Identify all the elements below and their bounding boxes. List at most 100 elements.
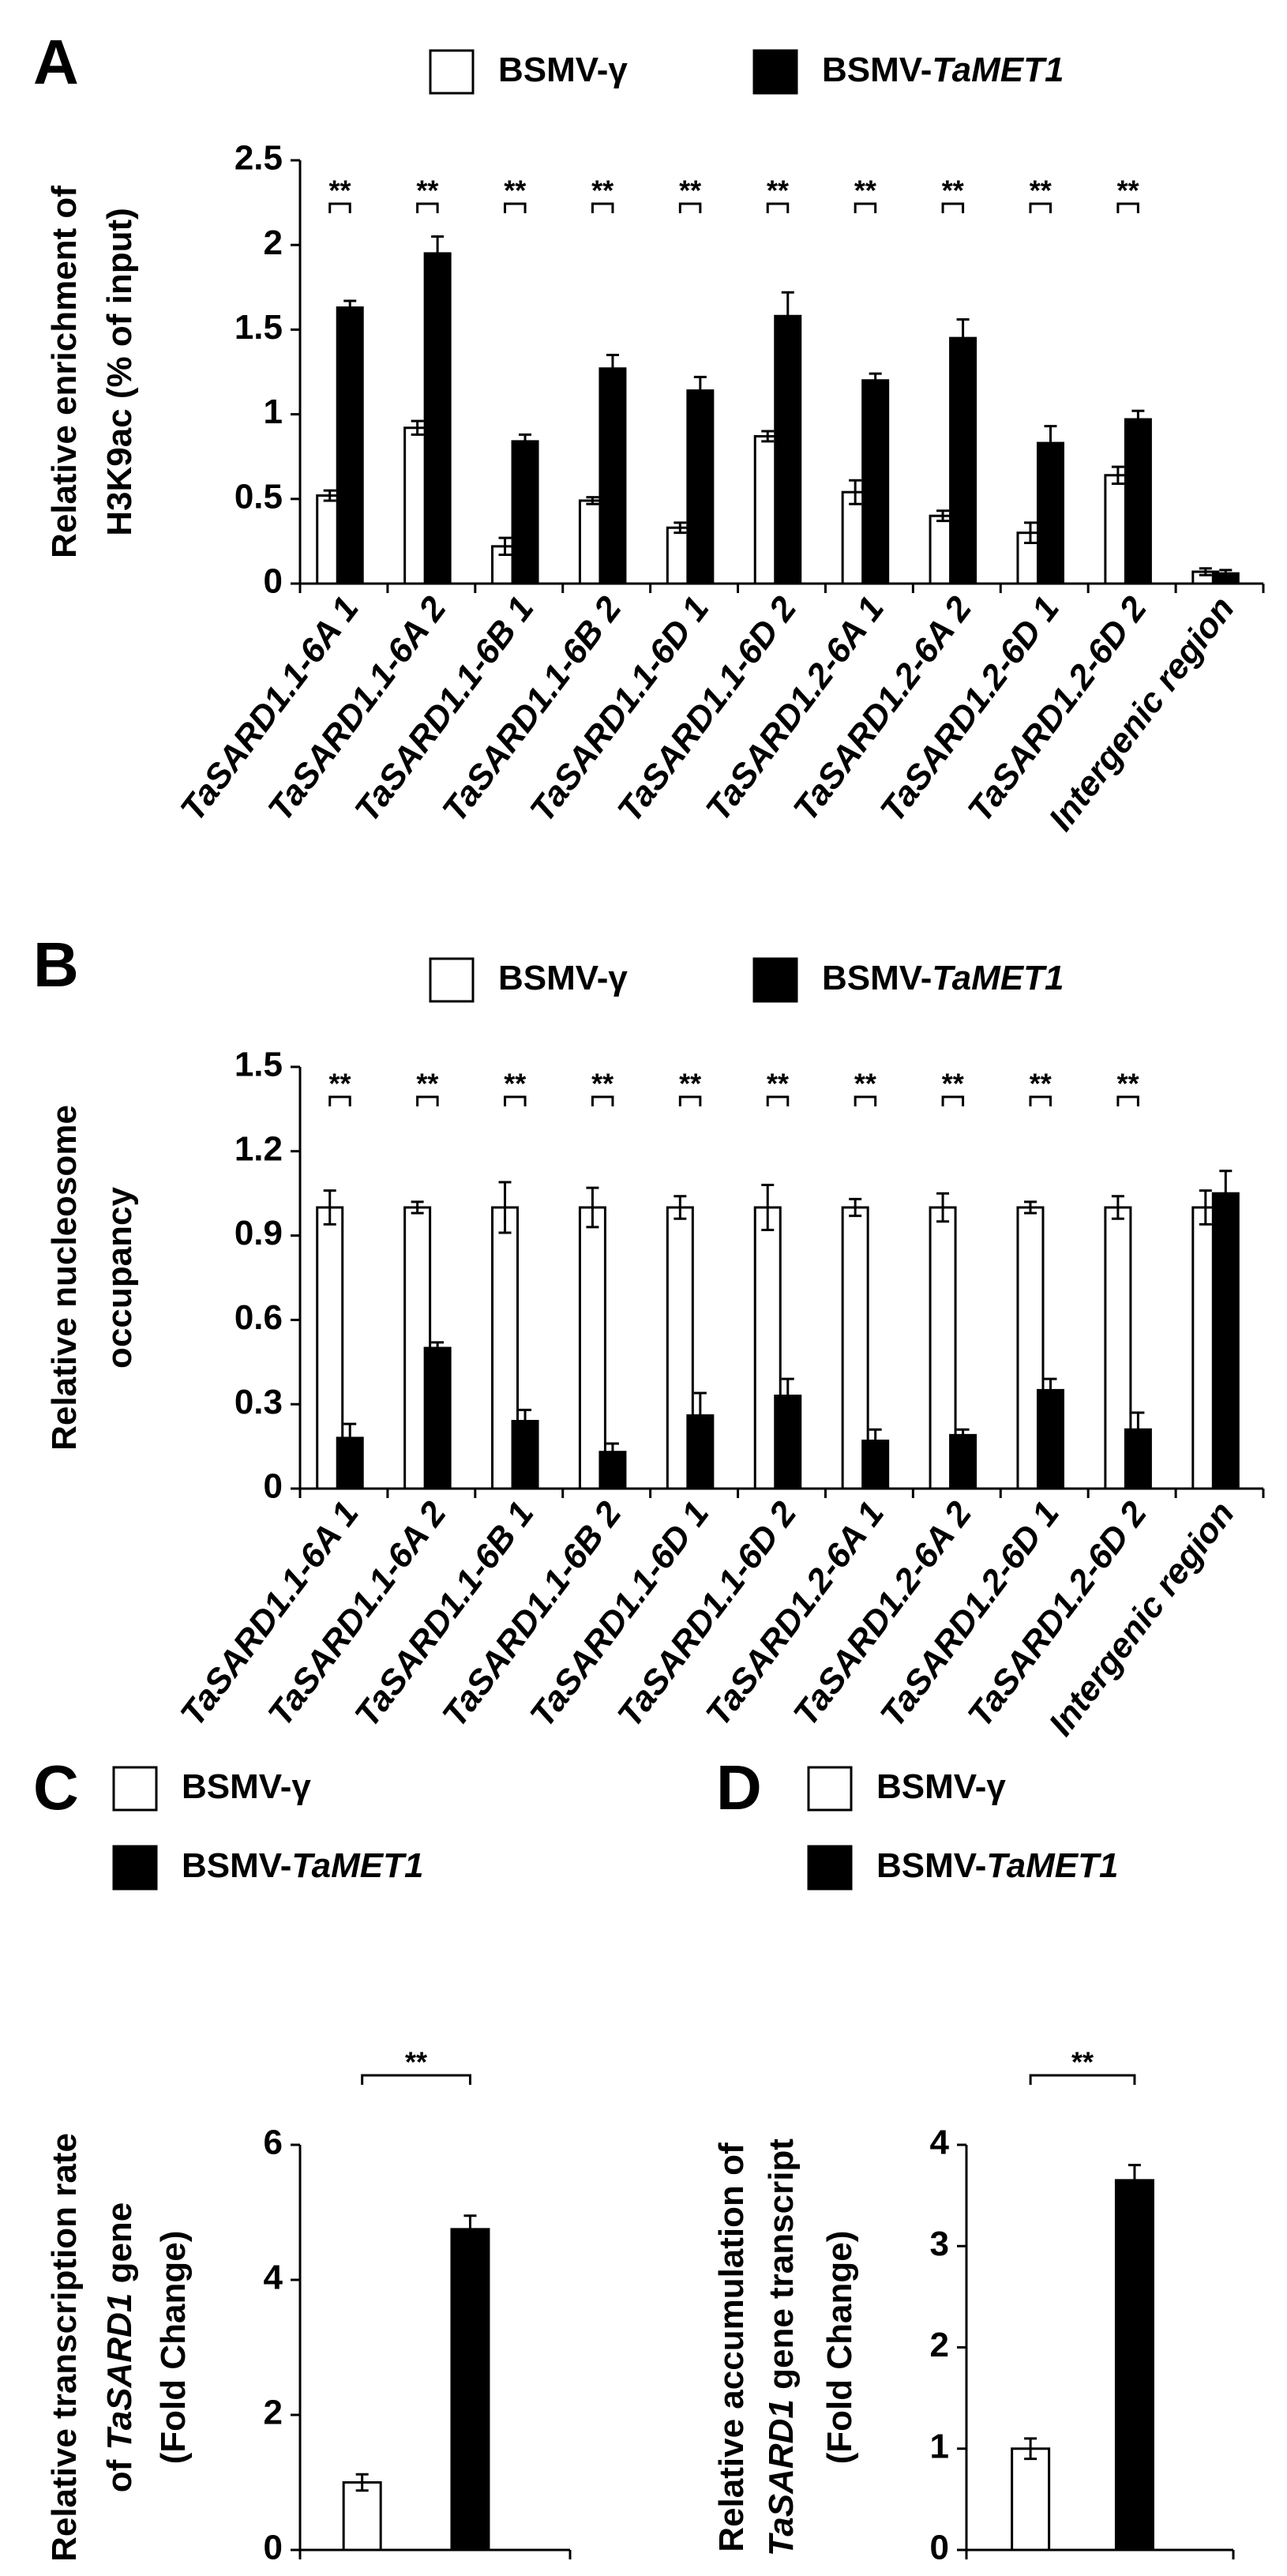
- legend-label: BSMV-TaMET1: [182, 1846, 423, 1885]
- legend-label: BSMV-TaMET1: [876, 1846, 1118, 1885]
- bar: [686, 1414, 715, 1490]
- significance-bracket: [678, 202, 702, 213]
- y-tick-label: 0.5: [235, 477, 283, 516]
- bar: [686, 389, 715, 585]
- bar: [774, 314, 802, 585]
- legend-swatch: [807, 1766, 853, 1812]
- error-bar: [355, 2473, 369, 2492]
- error-bar: [674, 1195, 687, 1220]
- error-bar: [1023, 521, 1037, 545]
- error-bar: [869, 1428, 882, 1454]
- y-axis-label: (Fold Change): [154, 2231, 193, 2465]
- significance-label: **: [504, 175, 526, 207]
- bar: [511, 440, 539, 585]
- error-bar: [343, 1422, 357, 1454]
- y-tick-label: 3: [930, 2225, 949, 2263]
- error-bar: [761, 1184, 775, 1231]
- error-bar: [1219, 1170, 1233, 1218]
- y-tick-label: 0: [930, 2529, 949, 2567]
- significance-label: **: [591, 175, 613, 207]
- y-tick-label: 2: [264, 2394, 283, 2432]
- error-bar: [1131, 409, 1145, 430]
- error-bar: [323, 489, 336, 502]
- error-bar: [781, 1377, 794, 1414]
- significance-bracket: [1029, 2074, 1136, 2085]
- y-axis-label: TaSARD1 gene transcript: [762, 2139, 801, 2556]
- error-bar: [1219, 569, 1233, 578]
- bar: [423, 1346, 452, 1490]
- significance-label: **: [405, 2046, 427, 2078]
- significance-bracket: [941, 1095, 965, 1106]
- error-bar: [1111, 465, 1124, 486]
- legend-label: BSMV-γ: [182, 1767, 311, 1806]
- significance-bracket: [1116, 202, 1139, 213]
- error-bar: [1111, 1195, 1124, 1220]
- error-bar: [343, 299, 357, 316]
- error-bar: [1199, 1189, 1212, 1226]
- error-bar: [1023, 1200, 1037, 1215]
- legend-label: BSMV-γ: [498, 51, 628, 89]
- error-bar: [431, 1341, 445, 1355]
- error-bar: [1128, 2164, 1141, 2197]
- error-bar: [586, 496, 599, 505]
- error-bar: [1131, 1411, 1145, 1448]
- y-tick-label: 1.5: [235, 308, 283, 347]
- y-axis-label: H3K9ac (% of input): [100, 208, 139, 536]
- y-tick-label: 0.6: [235, 1298, 283, 1337]
- significance-bracket: [766, 1095, 790, 1106]
- y-tick-label: 0: [264, 562, 283, 601]
- error-bar: [498, 1181, 512, 1234]
- legend-swatch: [112, 1845, 158, 1891]
- significance-bracket: [854, 202, 877, 213]
- panel-label: D: [716, 1752, 762, 1823]
- significance-label: **: [1030, 1068, 1052, 1100]
- significance-bracket: [678, 1095, 702, 1106]
- y-tick-label: 0: [264, 2529, 283, 2567]
- error-bar: [693, 375, 707, 406]
- y-axis-label: Relative accumulation of: [712, 2142, 751, 2552]
- error-bar: [431, 235, 445, 272]
- error-bar: [781, 291, 794, 341]
- legend-swatch: [429, 957, 475, 1003]
- error-bar: [323, 1189, 336, 1226]
- y-tick-label: 4: [930, 2124, 950, 2162]
- significance-bracket: [328, 1095, 351, 1106]
- y-tick-label: 2: [930, 2326, 949, 2364]
- error-bar: [1044, 1377, 1057, 1403]
- legend-label: BSMV-TaMET1: [822, 51, 1064, 89]
- significance-bracket: [766, 202, 790, 213]
- error-bar: [1199, 567, 1212, 576]
- error-bar: [463, 2214, 477, 2244]
- y-axis-label: of TaSARD1 gene: [100, 2202, 139, 2493]
- significance-label: **: [854, 175, 876, 207]
- bar: [450, 2228, 490, 2552]
- y-tick-label: 0: [264, 1467, 283, 1506]
- error-bar: [956, 318, 970, 359]
- bar: [1211, 1192, 1240, 1490]
- y-tick-label: 1: [930, 2427, 949, 2465]
- significance-bracket: [504, 1095, 527, 1106]
- y-axis-label: Relative transcription rate: [45, 2133, 84, 2562]
- legend-swatch: [112, 1766, 158, 1812]
- y-tick-label: 2.5: [235, 139, 283, 178]
- significance-label: **: [1117, 1068, 1139, 1100]
- error-bar: [936, 509, 950, 523]
- y-axis-label: Relative nucleosome: [45, 1105, 84, 1451]
- error-bar: [956, 1428, 970, 1442]
- legend-label: BSMV-γ: [498, 959, 628, 997]
- significance-bracket: [941, 202, 965, 213]
- significance-bracket: [504, 202, 527, 213]
- significance-label: **: [679, 1068, 701, 1100]
- panel-label: B: [33, 929, 79, 1000]
- error-bar: [411, 1200, 424, 1215]
- significance-label: **: [328, 175, 351, 207]
- bar: [949, 336, 977, 585]
- significance-label: **: [591, 1068, 613, 1100]
- y-axis-label: occupancy: [100, 1187, 139, 1369]
- error-bar: [519, 1408, 532, 1434]
- significance-label: **: [504, 1068, 526, 1100]
- significance-bracket: [1029, 202, 1052, 213]
- significance-bracket: [1116, 1095, 1139, 1106]
- error-bar: [498, 536, 512, 557]
